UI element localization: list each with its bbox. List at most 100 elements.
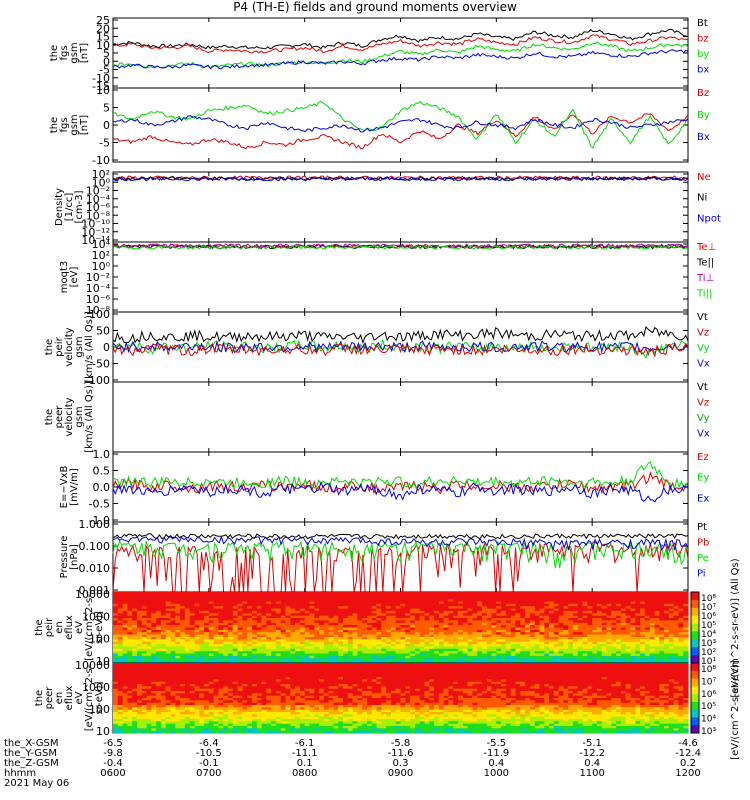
- spectrogram-cell: [208, 677, 215, 680]
- spectrogram-cell: [175, 603, 181, 607]
- spectrogram-cell: [160, 632, 167, 636]
- spectrogram-cell: [625, 644, 632, 648]
- spectrogram-cell: [573, 632, 579, 636]
- spectrogram-cell: [347, 632, 354, 636]
- spectrogram-cell: [448, 596, 454, 600]
- spectrogram-cell: [668, 613, 675, 617]
- spectrogram-cell: [640, 627, 646, 631]
- spectrogram-cell: [601, 599, 608, 603]
- spectrogram-cell: [237, 613, 243, 617]
- spectrogram-cell: [299, 644, 306, 648]
- spectrogram-cell: [640, 603, 646, 607]
- spectrogram-cell: [505, 632, 512, 636]
- spectrogram-cell: [146, 634, 152, 638]
- spectrogram-cell: [467, 615, 473, 619]
- spectrogram-cell: [213, 594, 219, 598]
- spectrogram-cell: [539, 601, 545, 605]
- spectrogram-cell: [237, 639, 243, 643]
- spectrogram-cell: [386, 603, 392, 607]
- y-tick-label: 10⁻⁶: [86, 293, 111, 306]
- spectrogram-cell: [553, 670, 560, 673]
- spectrogram-cell: [573, 653, 579, 657]
- spectrogram-cell: [620, 658, 627, 662]
- spectrogram-cell: [362, 625, 368, 629]
- spectrogram-cell: [573, 667, 579, 671]
- y-axis-label: sr-eV)]: [94, 681, 105, 714]
- spectrogram-cell: [491, 620, 497, 624]
- spectrogram-cell: [141, 646, 148, 650]
- spectrogram-cell: [539, 679, 545, 683]
- spectrogram-cell: [424, 653, 430, 657]
- spectrogram-cell: [309, 672, 315, 676]
- spectrogram-cell: [505, 655, 512, 659]
- spectrogram-cell: [601, 632, 608, 636]
- spectrogram-cell: [295, 648, 301, 652]
- spectrogram-cell: [232, 653, 239, 657]
- spectrogram-cell: [127, 629, 133, 633]
- spectrogram-cell: [419, 667, 426, 671]
- spectrogram-cell: [477, 677, 483, 680]
- spectrogram-cell: [261, 677, 267, 680]
- spectrogram-cell: [175, 601, 181, 605]
- spectrogram-cell: [520, 620, 526, 624]
- series-line-vt: [112, 325, 689, 345]
- spectrogram-cell: [683, 655, 689, 659]
- spectrogram-cell: [252, 641, 258, 645]
- spectrogram-cell: [194, 627, 200, 631]
- spectrogram-cell: [223, 627, 229, 631]
- spectrogram-cell: [156, 660, 162, 664]
- spectrogram-cell: [443, 639, 449, 643]
- spectrogram-cell: [453, 665, 459, 669]
- spectrogram-cell: [127, 663, 133, 666]
- spectrogram-cell: [553, 660, 560, 664]
- spectrogram-cell: [496, 610, 502, 614]
- spectrogram-cell: [577, 592, 584, 595]
- spectrogram-cell: [462, 663, 469, 666]
- spectrogram-cell: [194, 670, 200, 673]
- spectrogram-cell: [122, 606, 128, 610]
- spectrogram-cell: [165, 592, 172, 595]
- spectrogram-cell: [635, 620, 641, 624]
- spectrogram-cell: [223, 632, 229, 636]
- spectrogram-cell: [668, 620, 675, 624]
- spectrogram-cell: [304, 596, 311, 600]
- spectrogram-cell: [295, 634, 301, 638]
- spectrogram-cell: [520, 655, 526, 659]
- spectrogram-cell: [247, 632, 253, 636]
- spectrogram-cell: [458, 627, 464, 631]
- spectrogram-cell: [299, 670, 306, 673]
- spectrogram-cell: [275, 660, 282, 664]
- spectrogram-cell: [515, 658, 521, 662]
- spectrogram-cell: [390, 639, 397, 643]
- spectrogram-cell: [323, 672, 330, 676]
- spectrogram-cell: [223, 599, 229, 603]
- spectrogram-cell: [333, 599, 339, 603]
- spectrogram-cell: [309, 615, 315, 619]
- spectrogram-cell: [438, 674, 445, 678]
- spectrogram-cell: [314, 667, 320, 671]
- spectrogram-cell: [256, 637, 263, 640]
- spectrogram-cell: [529, 596, 536, 600]
- spectrogram-cell: [501, 653, 507, 657]
- spectrogram-cell: [549, 653, 555, 657]
- spectrogram-cell: [563, 644, 569, 648]
- spectrogram-cell: [189, 610, 196, 614]
- spectrogram-cell: [515, 615, 521, 619]
- spectrogram-cell: [256, 632, 263, 636]
- spectrogram-cell: [218, 608, 224, 612]
- spectrogram-cell: [199, 610, 205, 614]
- spectrogram-cell: [184, 658, 191, 662]
- spectrogram-cell: [472, 660, 478, 664]
- spectrogram-cell: [563, 594, 569, 598]
- spectrogram-cell: [458, 667, 464, 671]
- spectrogram-cell: [146, 629, 152, 633]
- spectrogram-cell: [616, 639, 622, 643]
- spectrogram-cell: [184, 627, 191, 631]
- spectrogram-cell: [405, 637, 411, 640]
- spectrogram-cell: [434, 667, 440, 671]
- spectrogram-cell: [376, 639, 382, 643]
- spectrogram-cell: [371, 622, 378, 626]
- spectrogram-cell: [678, 679, 684, 683]
- spectrogram-cell: [597, 613, 603, 617]
- spectrogram-cell: [333, 653, 339, 657]
